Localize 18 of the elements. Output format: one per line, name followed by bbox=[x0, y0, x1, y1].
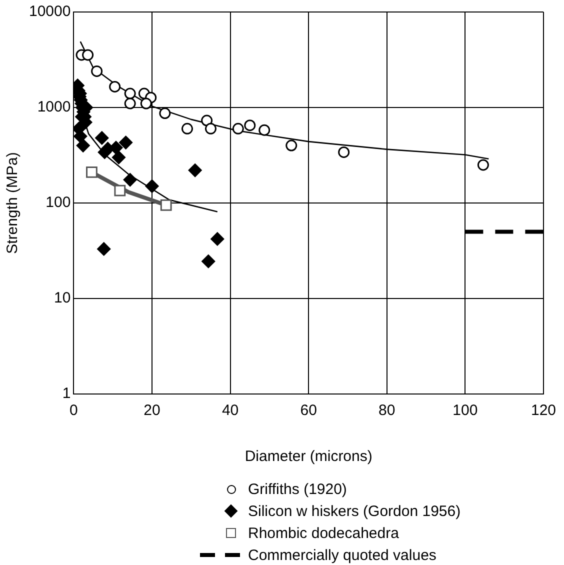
legend-label: Griffiths (1920) bbox=[248, 480, 347, 498]
x-tick-label: 100 bbox=[452, 402, 478, 420]
x-axis-title: Diameter (microns) bbox=[244, 448, 372, 466]
x-tick-label: 40 bbox=[222, 402, 239, 420]
legend-label: Rhombic dodecahedra bbox=[248, 524, 399, 542]
y-tick-label: 10 bbox=[54, 290, 71, 307]
x-tick-label: 120 bbox=[530, 402, 556, 420]
legend-label: Silicon w hiskers (Gordon 1956) bbox=[248, 502, 461, 520]
x-tick-label: 80 bbox=[378, 402, 396, 420]
x-tick-label: 60 bbox=[300, 402, 317, 420]
y-tick-label: 1 bbox=[62, 385, 71, 402]
y-axis-title: Strength (MPa) bbox=[4, 152, 22, 254]
x-tick-label: 0 bbox=[70, 402, 78, 420]
legend-label: Commercially quoted values bbox=[248, 546, 436, 564]
y-tick-label: 100 bbox=[46, 194, 71, 212]
x-tick-label: 20 bbox=[144, 402, 160, 420]
y-tick-label: 1000 bbox=[37, 98, 71, 116]
y-tick-label: 10000 bbox=[28, 3, 71, 20]
